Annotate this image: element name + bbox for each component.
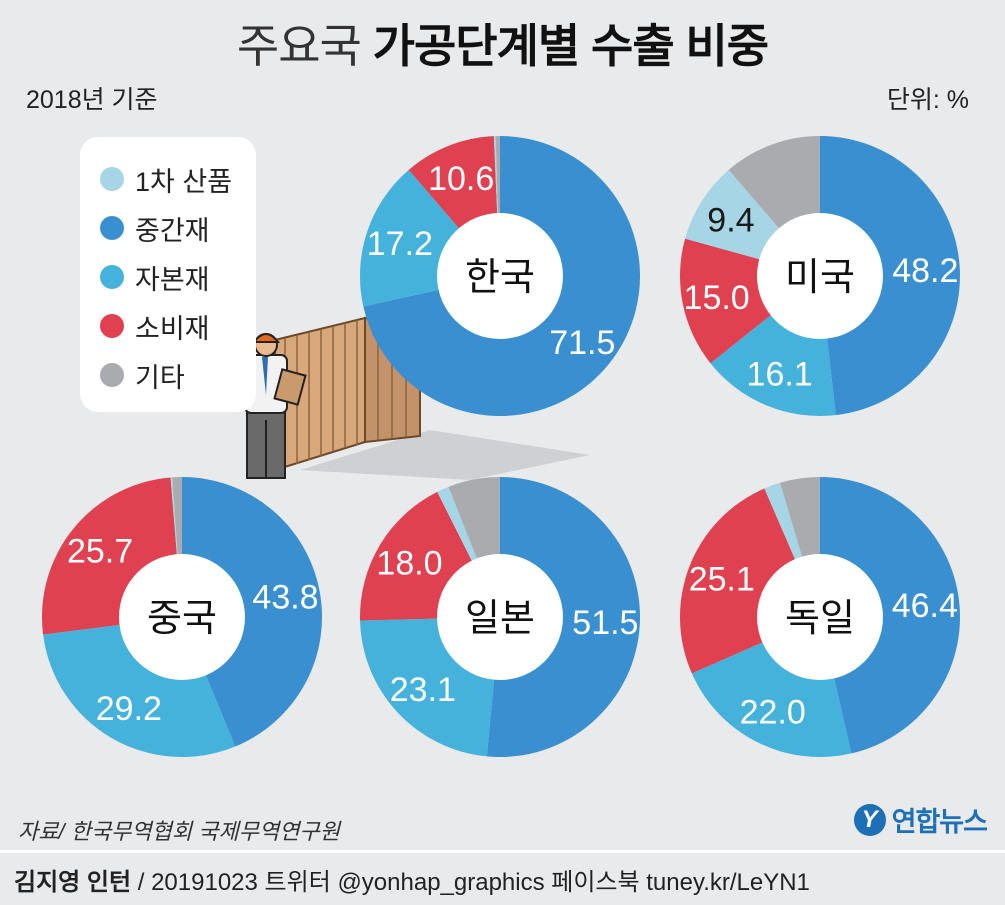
- data-label: 18.0: [376, 545, 442, 583]
- credit-details: / 20191023 트위터 @yonhap_graphics 페이스북 tun…: [137, 869, 810, 896]
- data-label: 51.5: [572, 604, 638, 642]
- data-label: 22.0: [740, 693, 806, 731]
- chart-title: 주요국 가공단계별 수출 비중: [0, 18, 1005, 74]
- donut-hole: [757, 213, 883, 339]
- unit-note: 단위: %: [886, 86, 969, 114]
- base-year-note: 2018년 기준: [26, 86, 158, 114]
- donut-chart: 한국 71.5 17.2 10.6: [360, 136, 640, 416]
- data-label: 15.0: [684, 279, 750, 317]
- legend-swatch: [100, 216, 124, 240]
- country-name: 한국: [465, 257, 535, 299]
- data-label: 16.1: [747, 355, 813, 393]
- title-bold: 가공단계별 수출 비중: [372, 20, 769, 72]
- country-name: 일본: [465, 598, 535, 640]
- data-label: 25.1: [689, 560, 755, 598]
- data-label: 17.2: [367, 225, 433, 263]
- data-label: 25.7: [67, 533, 133, 571]
- donut-chart: 중국 43.8 29.2 25.7: [42, 477, 322, 757]
- legend-item: 1차 산품: [100, 159, 232, 199]
- legend-swatch: [100, 167, 124, 191]
- data-label: 23.1: [390, 671, 456, 709]
- legend-label: 자본재: [135, 264, 210, 295]
- legend-label: 소비재: [135, 313, 210, 344]
- donut-slice: [820, 136, 960, 416]
- legend-item: 소비재: [100, 306, 210, 346]
- donut-chart: 독일 46.4 22.0 25.1: [680, 476, 961, 757]
- data-label: 48.2: [892, 252, 958, 290]
- credit-line: 김지영 인턴 / 20191023 트위터 @yonhap_graphics 페…: [14, 862, 810, 897]
- data-label: 71.5: [549, 324, 615, 362]
- legend-label: 1차 산품: [135, 166, 233, 197]
- credit-author: 김지영 인턴: [14, 869, 132, 896]
- donut-hole: [119, 554, 245, 680]
- source-note: 자료/ 한국무역협회 국제무역연구원: [18, 819, 340, 844]
- donut-chart: 미국 48.2 16.1 15.0 9.4: [680, 136, 960, 417]
- donut-chart: 일본 51.5 23.1 18.0: [360, 477, 641, 757]
- donut-slice: [182, 477, 322, 747]
- donut-hole: [437, 213, 563, 339]
- donut-hole: [757, 554, 883, 680]
- legend-item: 자본재: [100, 257, 210, 297]
- country-name: 중국: [147, 598, 217, 640]
- legend-item: 중간재: [100, 208, 210, 248]
- donut-hole: [437, 554, 563, 680]
- brand-mark-icon: Y: [853, 803, 886, 836]
- donut-slice: [486, 477, 641, 757]
- data-label: 46.4: [892, 587, 958, 625]
- data-label: 9.4: [707, 201, 754, 239]
- data-label: 29.2: [96, 690, 162, 728]
- brand-name: 연합뉴스: [891, 807, 988, 837]
- legend-swatch: [100, 314, 124, 338]
- data-label: 43.8: [252, 579, 318, 617]
- country-name: 독일: [785, 598, 855, 640]
- legend-item: 기타: [100, 355, 185, 395]
- legend-swatch: [100, 363, 124, 387]
- footer-divider: [0, 850, 1005, 853]
- legend-label: 중간재: [135, 215, 210, 246]
- country-name: 미국: [785, 257, 855, 299]
- brand-logo: Y 연합뉴스: [853, 800, 988, 839]
- legend-label: 기타: [135, 362, 185, 393]
- legend-swatch: [100, 265, 124, 289]
- donut-slice: [820, 476, 961, 754]
- title-light: 주요국: [236, 20, 362, 72]
- data-label: 10.6: [428, 160, 494, 198]
